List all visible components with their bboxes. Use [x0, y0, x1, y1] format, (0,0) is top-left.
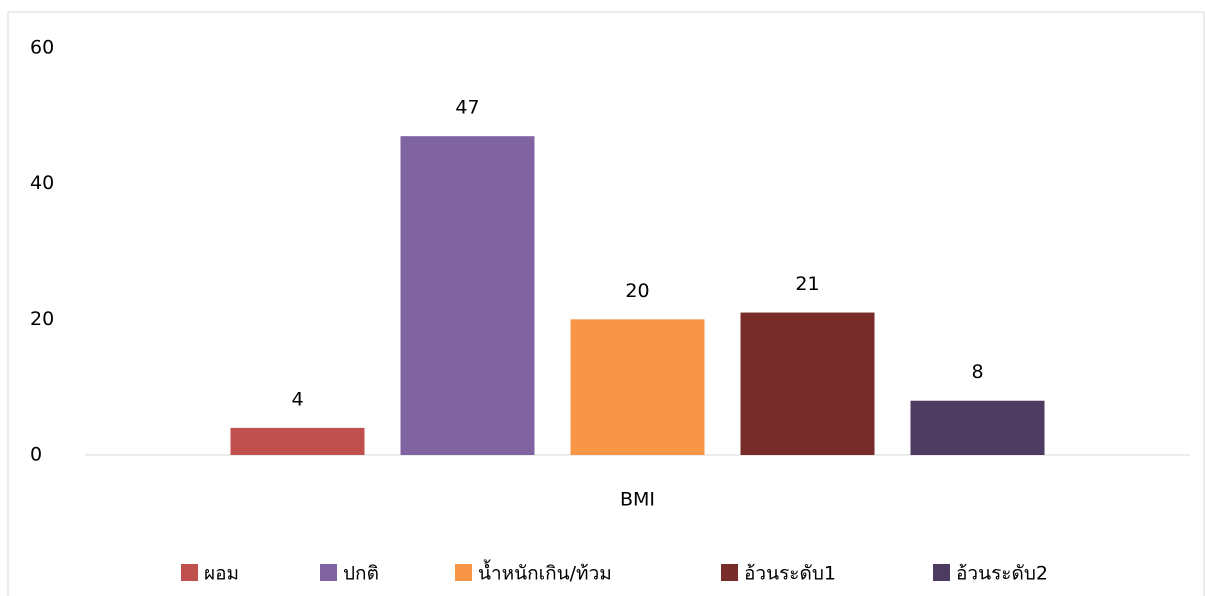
y-tick-label: 20 — [30, 308, 54, 330]
legend-label: น้ำหนักเกิน/ท้วม — [478, 560, 612, 585]
legend-swatch — [320, 564, 337, 581]
legend-label: ปกติ — [343, 563, 379, 585]
x-tick-label: BMI — [620, 489, 655, 511]
bar — [570, 319, 705, 455]
legend-swatch — [455, 564, 472, 581]
legend-label: อ้วนระดับ1 — [744, 563, 836, 585]
y-tick-label: 40 — [30, 172, 54, 194]
data-label: 8 — [971, 361, 983, 383]
legend-swatch — [181, 564, 198, 581]
bar — [910, 400, 1045, 455]
legend-swatch — [933, 564, 950, 581]
legend-swatch — [721, 564, 738, 581]
y-tick-label: 0 — [30, 444, 42, 466]
y-tick-label: 60 — [30, 37, 54, 59]
bar — [400, 136, 535, 455]
bar — [230, 427, 365, 455]
legend-label: อ้วนระดับ2 — [956, 563, 1048, 585]
legend-label: ผอม — [204, 563, 239, 585]
bar — [740, 312, 875, 455]
data-label: 4 — [291, 388, 303, 410]
chart-border — [7, 11, 1205, 596]
data-label: 21 — [795, 273, 819, 295]
data-label: 20 — [625, 280, 649, 302]
data-label: 47 — [455, 97, 479, 119]
